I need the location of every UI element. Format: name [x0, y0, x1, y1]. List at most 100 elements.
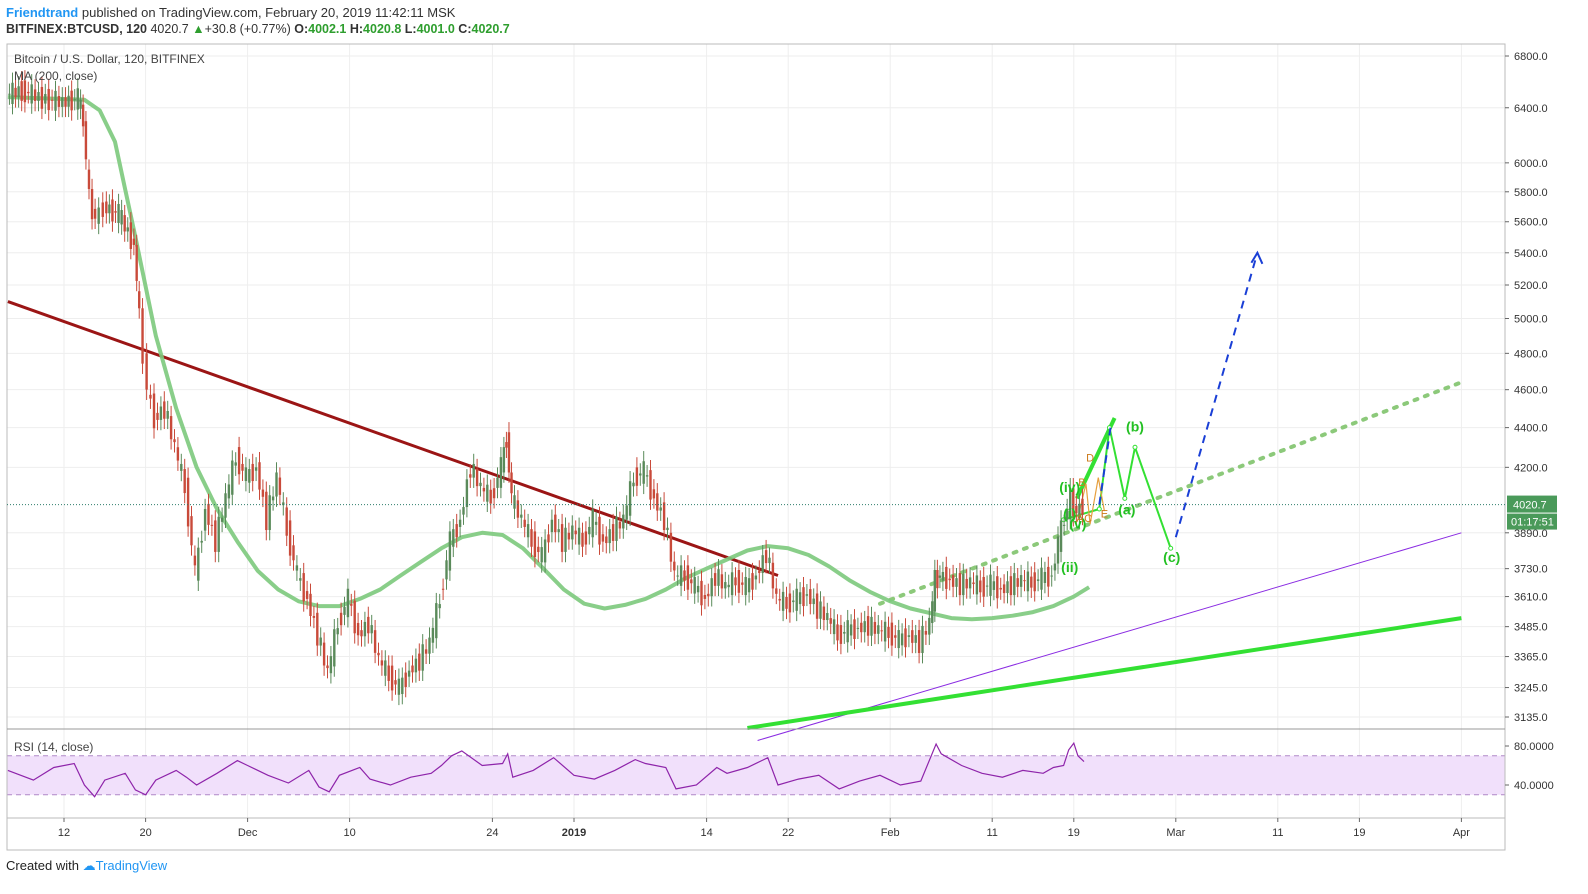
price-candle-body — [965, 578, 968, 589]
price-candle-body — [543, 539, 547, 563]
author-name[interactable]: Friendtrand — [6, 5, 79, 20]
price-candle-body — [231, 460, 234, 495]
legend-ma: MA (200, close) — [14, 69, 97, 83]
price-candle-body — [120, 210, 123, 225]
wave-label: C — [1084, 513, 1092, 525]
price-candle-body — [292, 545, 295, 561]
price-change: +30.8 (+0.77%) — [204, 22, 291, 36]
price-candle-body — [173, 439, 176, 443]
price-candle-body — [37, 92, 40, 101]
price-candle-body — [1030, 576, 1033, 588]
price-candle-body — [166, 410, 169, 419]
legend-title: Bitcoin / U.S. Dollar, 120, BITFINEX — [14, 52, 205, 66]
price-candle-body — [105, 201, 108, 214]
wave-node — [1132, 444, 1138, 450]
open-label: O: — [294, 22, 309, 36]
price-candle-body — [860, 622, 863, 633]
price-candle-body — [622, 514, 625, 529]
price-candle-body — [1065, 508, 1069, 520]
price-candle-body — [900, 633, 904, 646]
price-candle-body — [996, 576, 999, 599]
price-candle-body — [190, 516, 193, 546]
price-candle-body — [724, 582, 727, 589]
price-candle-body — [367, 616, 370, 634]
price-candle-body — [141, 308, 144, 364]
price-candle-body — [111, 199, 114, 222]
price-candle-body — [911, 630, 914, 643]
price-candle-body — [948, 578, 951, 581]
price-candle-body — [894, 635, 897, 638]
tradingview-logo-icon[interactable]: ☁ — [82, 858, 96, 873]
price-candle-body — [792, 600, 795, 603]
high-label: H: — [349, 22, 364, 36]
low-value: 4001.0 — [416, 22, 455, 36]
price-candle-body — [302, 573, 305, 602]
price-candle-body — [615, 516, 618, 541]
price-candle-body — [237, 447, 241, 475]
price-candle-body — [117, 203, 120, 223]
price-candle-body — [30, 84, 33, 104]
price-candle-body — [135, 244, 138, 281]
price-candle-body — [27, 91, 30, 94]
price-candle-body — [234, 462, 237, 466]
time-tick-label: Dec — [238, 827, 258, 839]
price-candle-body — [356, 622, 360, 636]
time-tick-label: 24 — [486, 827, 498, 839]
price-candle-body — [550, 519, 554, 533]
price-candle-body — [975, 575, 979, 595]
price-tick-label: 3730.0 — [1514, 564, 1548, 576]
price-candle-body — [856, 627, 860, 629]
rsi-tick-label: 40.0000 — [1514, 780, 1554, 792]
price-candle-body — [1002, 584, 1006, 594]
price-candle-body — [887, 626, 890, 638]
price-candle-body — [455, 524, 458, 538]
price-candle-body — [805, 594, 809, 596]
price-candle-body — [193, 555, 197, 566]
price-candle-body — [520, 514, 523, 518]
price-candle-body — [448, 531, 452, 571]
price-candle-body — [17, 86, 20, 98]
wave-label: (v) — [1069, 515, 1086, 531]
price-candle-body — [843, 631, 846, 634]
high-value: 4020.8 — [363, 22, 402, 36]
price-candle-body — [482, 487, 486, 492]
price-candle-body — [186, 477, 190, 527]
price-candle-body — [159, 406, 163, 420]
price-candle-body — [642, 461, 645, 484]
price-candle-body — [741, 582, 744, 585]
price-candle-body — [679, 565, 683, 586]
price-candle-body — [649, 470, 652, 500]
tradingview-brand[interactable]: TradingView — [95, 858, 168, 873]
time-tick-label: 14 — [700, 827, 712, 839]
price-candle-body — [101, 202, 104, 217]
price-candle-body — [591, 509, 594, 538]
price-candle-body — [380, 660, 384, 666]
price-candle-body — [87, 169, 91, 189]
price-tick-label: 3485.0 — [1514, 622, 1548, 634]
price-candle-body — [734, 577, 737, 586]
price-chart[interactable]: (iv) (i)(v) (ii) (a) (b) (c) D B A C E 6800.0 6400.… — [0, 40, 1588, 852]
price-candle-body — [50, 99, 54, 101]
price-candle-body — [183, 469, 186, 494]
price-candle-body — [1050, 575, 1053, 577]
red-downtrend-line — [7, 300, 779, 577]
price-candle-body — [989, 574, 992, 596]
price-candle-body — [962, 573, 965, 596]
price-tick-label: 3890.0 — [1514, 528, 1548, 540]
price-candle-body — [598, 516, 601, 545]
price-tick-label: 6000.0 — [1514, 158, 1548, 170]
price-candle-body — [839, 625, 843, 644]
up-arrow-icon: ▲ — [192, 22, 205, 36]
blue-arrowhead — [1250, 250, 1264, 265]
time-tick-label: 20 — [139, 827, 151, 839]
time-tick-label: 10 — [343, 827, 355, 839]
price-candle-body — [836, 624, 839, 641]
low-label: L: — [404, 22, 417, 36]
price-candle-body — [890, 622, 894, 646]
time-tick-label: 11 — [986, 827, 997, 839]
price-candle-body — [523, 519, 526, 527]
price-candle-body — [114, 211, 117, 213]
price-candle-body — [764, 550, 768, 564]
price-candle-body — [822, 606, 826, 621]
rsi-tick-label: 80.0000 — [1514, 741, 1554, 753]
